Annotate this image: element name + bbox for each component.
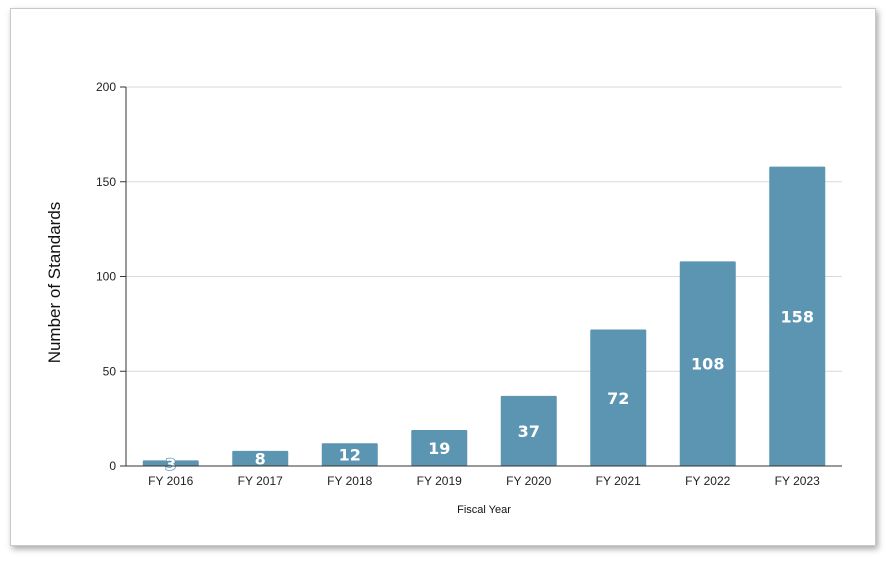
y-tick-label: 100 (96, 270, 116, 284)
x-tick-label: FY 2022 (685, 474, 730, 488)
bar (590, 329, 647, 466)
bar-data-label: 12 (339, 446, 361, 465)
bar-data-label: 158 (781, 307, 814, 326)
bar-data-label: 108 (691, 355, 724, 374)
bar (679, 261, 736, 466)
x-tick-label: FY 2017 (238, 474, 283, 488)
bar-data-label: 3 (165, 455, 176, 474)
bar-data-label: 8 (255, 449, 266, 468)
bar (769, 166, 826, 466)
bar-data-labels: 3 8 12 19 37 72 108 158 (164, 307, 814, 474)
y-tick-label: 0 (109, 459, 116, 473)
y-tick-label: 50 (103, 364, 117, 378)
y-axis-title: Number of Standards (45, 202, 64, 364)
bar (142, 460, 199, 466)
y-tick-label: 150 (96, 175, 116, 189)
x-tick-label: FY 2016 (148, 474, 193, 488)
bar (500, 395, 557, 466)
y-tick-label: 200 (96, 80, 116, 94)
bars (142, 166, 826, 466)
bar-data-label: 72 (607, 389, 629, 408)
x-tick-label: FY 2021 (596, 474, 641, 488)
bar-data-label: 19 (428, 439, 450, 458)
bar-data-label: 37 (518, 422, 540, 441)
x-axis-title: Fiscal Year (457, 504, 511, 516)
bar (321, 443, 378, 466)
x-tick-label: FY 2023 (775, 474, 820, 488)
y-tick-labels: 0 50 100 150 200 (96, 80, 126, 473)
x-tick-label: FY 2019 (417, 474, 462, 488)
x-tick-labels: FY 2016 FY 2017 FY 2018 FY 2019 FY 2020 FY 20… (148, 474, 820, 488)
bar (411, 429, 468, 466)
x-tick-label: FY 2018 (327, 474, 372, 488)
x-tick-label: FY 2020 (506, 474, 551, 488)
bar (232, 450, 289, 466)
